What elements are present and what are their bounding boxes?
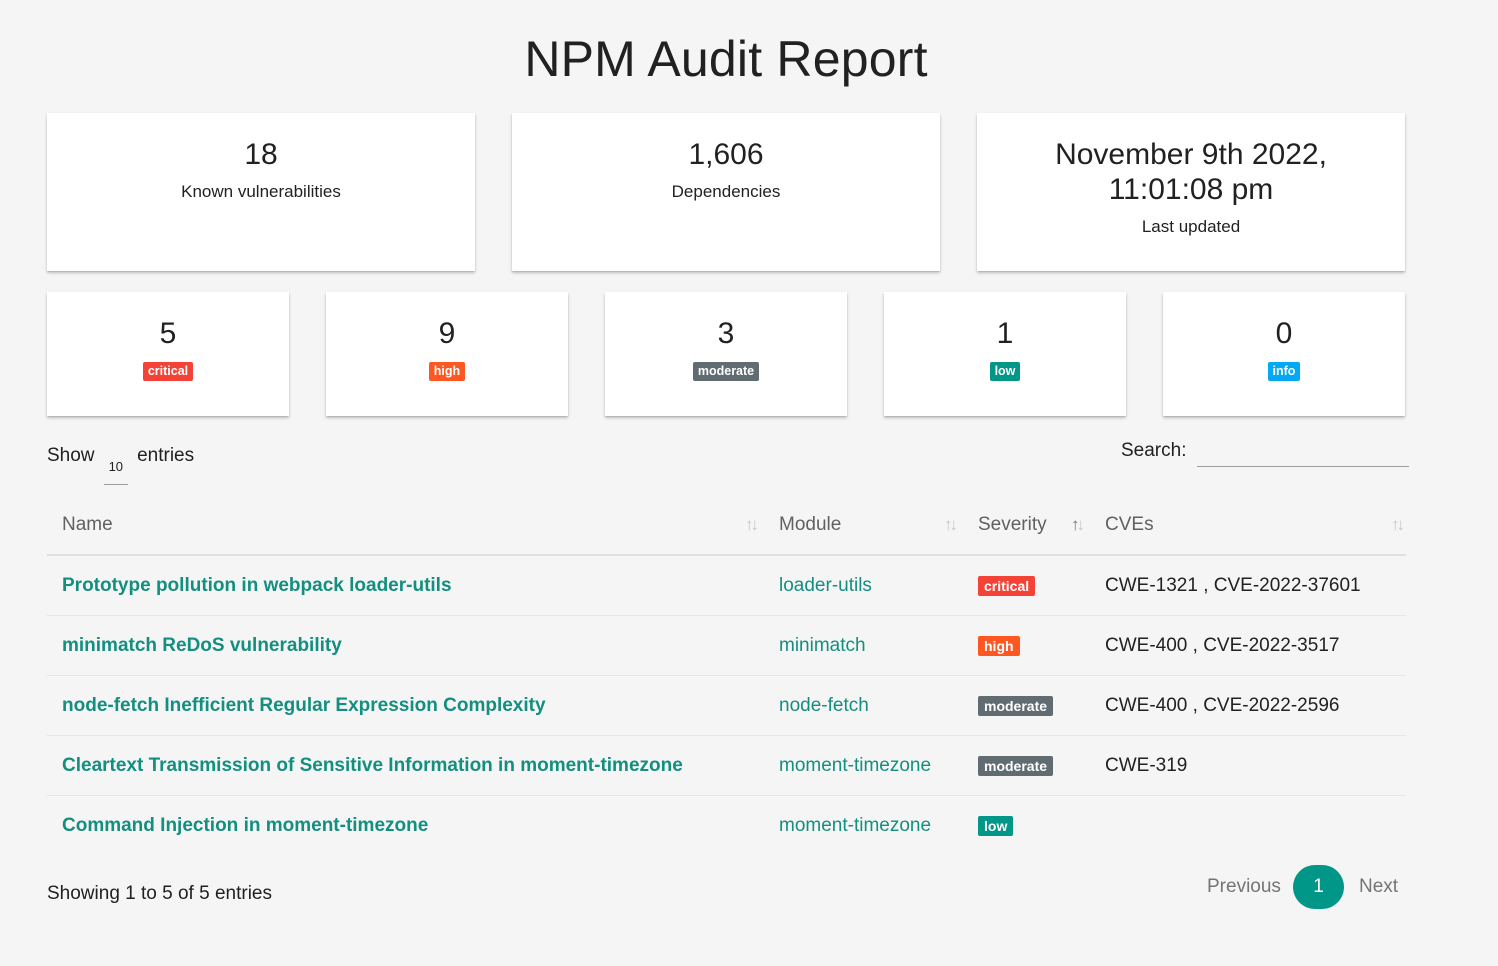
column-header-severity[interactable]: Severity ↑↓ — [963, 496, 1090, 556]
table-row: Cleartext Transmission of Sensitive Info… — [47, 735, 1406, 796]
low-count: 1 — [996, 317, 1014, 350]
cves-cell: CWE-319 — [1090, 735, 1406, 796]
table-row: Command Injection in moment-timezone mom… — [47, 796, 1406, 856]
critical-badge: critical — [142, 362, 194, 381]
search-label: Search: — [1121, 440, 1187, 461]
dependencies-label: Dependencies — [671, 182, 781, 201]
column-header-name[interactable]: Name ↑↓ — [47, 496, 764, 556]
module-link[interactable]: moment-timezone — [779, 754, 932, 776]
advisory-name-link[interactable]: minimatch ReDoS vulnerability — [62, 634, 342, 656]
table-row: minimatch ReDoS vulnerability minimatch … — [47, 615, 1406, 676]
vulnerabilities-count: 18 — [244, 138, 278, 171]
severity-badge: moderate — [978, 755, 1054, 776]
sort-icon: ↑↓ — [745, 515, 759, 534]
table-header-row: Name ↑↓ Module ↑↓ Severity ↑↓ CVEs ↑↓ — [47, 496, 1406, 556]
page-title: NPM Audit Report — [524, 31, 928, 87]
vulnerabilities-table: Name ↑↓ Module ↑↓ Severity ↑↓ CVEs ↑↓ — [47, 496, 1406, 855]
last-updated-time: 11:01:08 pm — [1108, 173, 1274, 206]
dependencies-card: 1,606 Dependencies — [512, 113, 940, 271]
module-link[interactable]: moment-timezone — [779, 814, 932, 836]
table-info: Showing 1 to 5 of 5 entries — [47, 883, 272, 904]
severity-card-moderate: 3 moderate — [605, 292, 847, 416]
module-link[interactable]: minimatch — [779, 634, 866, 656]
info-count: 0 — [1275, 317, 1293, 350]
table-row: Prototype pollution in webpack loader-ut… — [47, 555, 1406, 616]
next-button[interactable]: Next — [1359, 876, 1399, 897]
last-updated-date: November 9th 2022, — [1055, 138, 1327, 171]
severity-card-low: 1 low — [884, 292, 1126, 416]
advisory-name-link[interactable]: Command Injection in moment-timezone — [62, 814, 429, 836]
search-input[interactable] — [1197, 440, 1409, 467]
high-count: 9 — [438, 317, 456, 350]
sort-ascending-icon: ↑↓ — [1071, 515, 1085, 534]
column-header-module[interactable]: Module ↑↓ — [764, 496, 963, 556]
last-updated-card: November 9th 2022, 11:01:08 pm Last upda… — [977, 113, 1405, 271]
advisory-name-link[interactable]: Prototype pollution in webpack loader-ut… — [62, 574, 452, 596]
severity-badge: moderate — [978, 695, 1054, 716]
vulnerabilities-label: Known vulnerabilities — [181, 182, 341, 201]
sort-icon: ↑↓ — [944, 515, 958, 534]
module-link[interactable]: node-fetch — [779, 694, 869, 716]
low-badge: low — [989, 362, 1021, 381]
cves-cell: CWE-400 , CVE-2022-2596 — [1090, 675, 1406, 736]
moderate-badge: moderate — [692, 362, 760, 381]
previous-button[interactable]: Previous — [1207, 876, 1281, 897]
last-updated-label: Last updated — [1141, 217, 1241, 236]
column-header-cves[interactable]: CVEs ↑↓ — [1090, 496, 1406, 556]
dependencies-count: 1,606 — [688, 138, 764, 171]
severity-badge: critical — [978, 575, 1036, 596]
cves-cell: CWE-400 , CVE-2022-3517 — [1090, 615, 1406, 676]
severity-card-info: 0 info — [1163, 292, 1405, 416]
info-badge: info — [1267, 362, 1301, 381]
advisory-name-link[interactable]: node-fetch Inefficient Regular Expressio… — [62, 694, 546, 716]
cves-cell: CWE-1321 , CVE-2022-37601 — [1090, 555, 1406, 616]
page-1-button[interactable]: 1 — [1293, 865, 1344, 909]
sort-icon: ↑↓ — [1391, 515, 1405, 534]
entries-label: entries — [137, 445, 195, 466]
high-badge: high — [428, 362, 466, 381]
entries-select[interactable]: 10 — [103, 459, 128, 485]
advisory-name-link[interactable]: Cleartext Transmission of Sensitive Info… — [62, 754, 683, 776]
severity-card-critical: 5 critical — [47, 292, 289, 416]
table-row: node-fetch Inefficient Regular Expressio… — [47, 675, 1406, 736]
severity-card-high: 9 high — [326, 292, 568, 416]
show-entries-control: Show 10 entries — [47, 445, 194, 485]
critical-count: 5 — [159, 317, 177, 350]
moderate-count: 3 — [717, 317, 735, 350]
known-vulnerabilities-card: 18 Known vulnerabilities — [47, 113, 475, 271]
severity-badge: high — [978, 635, 1020, 656]
severity-badge: low — [978, 815, 1014, 836]
show-label: Show — [47, 445, 95, 466]
module-link[interactable]: loader-utils — [779, 574, 872, 596]
cves-cell — [1090, 796, 1406, 856]
